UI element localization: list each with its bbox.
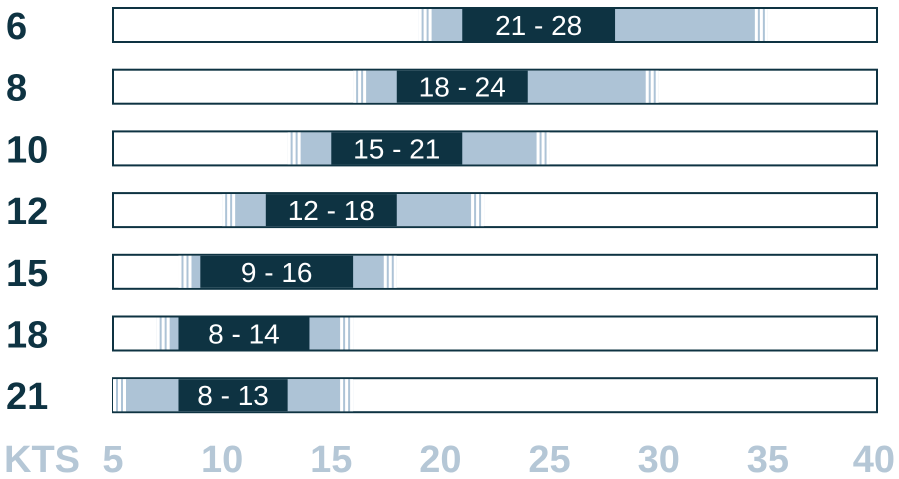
ideal-range-label: 15 - 21 xyxy=(353,133,440,164)
fade-stripe xyxy=(345,317,349,350)
usable-start-fade xyxy=(287,132,301,165)
fade-stripe xyxy=(156,317,160,350)
size-row-12: 12 12 - 18 xyxy=(6,191,878,233)
ideal-range-bar xyxy=(200,255,354,288)
size-row-18: 18 8 - 14 xyxy=(6,315,878,357)
ideal-range-bar xyxy=(396,70,528,103)
fade-stripe xyxy=(292,132,296,165)
fade-stripe xyxy=(655,70,659,103)
ideal-range-bar xyxy=(178,379,288,412)
usable-end-fade xyxy=(471,194,485,227)
fade-stripe xyxy=(118,379,121,412)
usable-end-fade xyxy=(340,379,354,412)
x-tick-label: 25 xyxy=(528,439,570,479)
fade-stripe xyxy=(123,379,126,412)
usable-start-fade xyxy=(156,317,170,350)
usable-end-fade xyxy=(340,317,354,350)
x-tick-label: 15 xyxy=(310,439,352,479)
size-row-6: 6 21 - 28 xyxy=(6,6,878,48)
fade-stripe xyxy=(363,70,367,103)
usable-end-fade xyxy=(645,70,659,103)
fade-stripe xyxy=(388,255,392,288)
fade-stripe xyxy=(418,9,422,41)
fade-stripe xyxy=(232,194,236,227)
fade-stripe xyxy=(222,194,226,227)
fade-stripe xyxy=(393,255,397,288)
x-tick-label: 40 xyxy=(853,439,895,479)
fade-stripe xyxy=(764,9,768,41)
ideal-range-label: 8 - 13 xyxy=(197,380,269,411)
x-axis-label: KTS xyxy=(4,439,80,479)
fade-stripe xyxy=(645,70,649,103)
size-label: 12 xyxy=(6,191,48,233)
fade-stripe xyxy=(423,9,427,41)
fade-stripe xyxy=(227,194,231,227)
size-label: 15 xyxy=(6,253,48,295)
fade-stripe xyxy=(350,379,354,412)
x-tick-label: 35 xyxy=(747,439,789,479)
x-tick-label: 20 xyxy=(419,439,461,479)
fade-stripe xyxy=(166,317,170,350)
fade-stripe xyxy=(297,132,301,165)
usable-start-fade xyxy=(113,379,126,412)
ideal-range-bar xyxy=(331,132,463,165)
fade-stripe xyxy=(471,194,475,227)
fade-stripe xyxy=(546,132,550,165)
fade-stripe xyxy=(113,379,116,412)
ideal-range-label: 18 - 24 xyxy=(419,72,506,103)
ideal-range-bar xyxy=(462,9,616,41)
fade-stripe xyxy=(383,255,387,288)
x-axis: KTS 5 10 15 20 25 30 35 40 xyxy=(4,439,895,479)
fade-stripe xyxy=(340,379,344,412)
usable-start-fade xyxy=(418,9,432,41)
usable-end-fade xyxy=(536,132,550,165)
usable-start-fade xyxy=(178,255,192,288)
x-tick-label: 10 xyxy=(201,439,243,479)
fade-stripe xyxy=(350,317,354,350)
fade-stripe xyxy=(345,379,349,412)
usable-start-fade xyxy=(353,70,367,103)
ideal-range-bar xyxy=(178,317,310,350)
ideal-range-bar xyxy=(265,194,397,227)
size-label: 10 xyxy=(6,129,48,171)
fade-stripe xyxy=(754,9,758,41)
fade-stripe xyxy=(178,255,182,288)
fade-stripe xyxy=(759,9,763,41)
ideal-range-label: 8 - 14 xyxy=(208,319,280,350)
size-label: 21 xyxy=(6,376,48,418)
size-label: 6 xyxy=(6,6,27,48)
size-label: 8 xyxy=(6,68,27,110)
fade-stripe xyxy=(358,70,362,103)
fade-stripe xyxy=(183,255,187,288)
size-row-10: 10 15 - 21 xyxy=(6,129,878,171)
size-label: 18 xyxy=(6,315,48,357)
size-row-21: 21 8 - 13 xyxy=(6,376,878,418)
size-row-8: 8 18 - 24 xyxy=(6,68,878,110)
ideal-range-label: 9 - 16 xyxy=(241,257,313,288)
size-row-15: 15 9 - 16 xyxy=(6,253,878,295)
fade-stripe xyxy=(428,9,432,41)
fade-stripe xyxy=(541,132,545,165)
fade-stripe xyxy=(353,70,357,103)
fade-stripe xyxy=(340,317,344,350)
rows-layer: 6 21 - 28 8 18 - 24 10 15 - 21 12 12 - 18 15 9 - … xyxy=(6,6,878,418)
fade-stripe xyxy=(287,132,291,165)
fade-stripe xyxy=(476,194,480,227)
fade-stripe xyxy=(536,132,540,165)
fade-stripe xyxy=(188,255,192,288)
x-tick-label: 30 xyxy=(638,439,680,479)
ideal-range-label: 21 - 28 xyxy=(495,10,582,41)
fade-stripe xyxy=(161,317,165,350)
x-tick-label: 5 xyxy=(102,439,123,479)
usable-start-fade xyxy=(222,194,236,227)
usable-end-fade xyxy=(383,255,397,288)
usable-end-fade xyxy=(754,9,768,41)
ideal-range-label: 12 - 18 xyxy=(288,195,375,226)
fade-stripe xyxy=(481,194,485,227)
fade-stripe xyxy=(650,70,654,103)
